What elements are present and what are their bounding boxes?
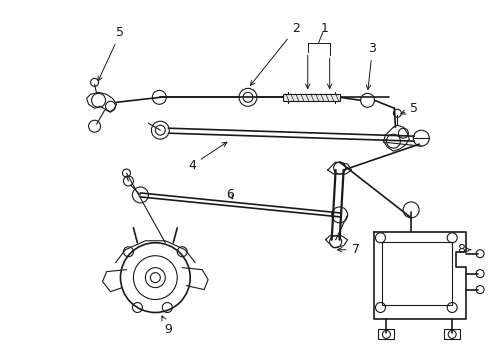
Text: 3: 3 xyxy=(366,42,376,90)
Bar xyxy=(443,329,459,339)
Text: 4: 4 xyxy=(188,142,226,172)
Text: 1: 1 xyxy=(320,22,328,35)
Text: 2: 2 xyxy=(250,22,299,85)
Text: 7: 7 xyxy=(337,243,359,256)
Text: 8: 8 xyxy=(456,243,470,256)
Bar xyxy=(378,329,394,339)
Text: 6: 6 xyxy=(225,188,234,202)
Text: 5: 5 xyxy=(98,26,124,81)
Text: 5: 5 xyxy=(400,102,418,115)
Text: 9: 9 xyxy=(162,316,172,336)
Bar xyxy=(382,242,451,305)
Bar xyxy=(282,94,339,101)
